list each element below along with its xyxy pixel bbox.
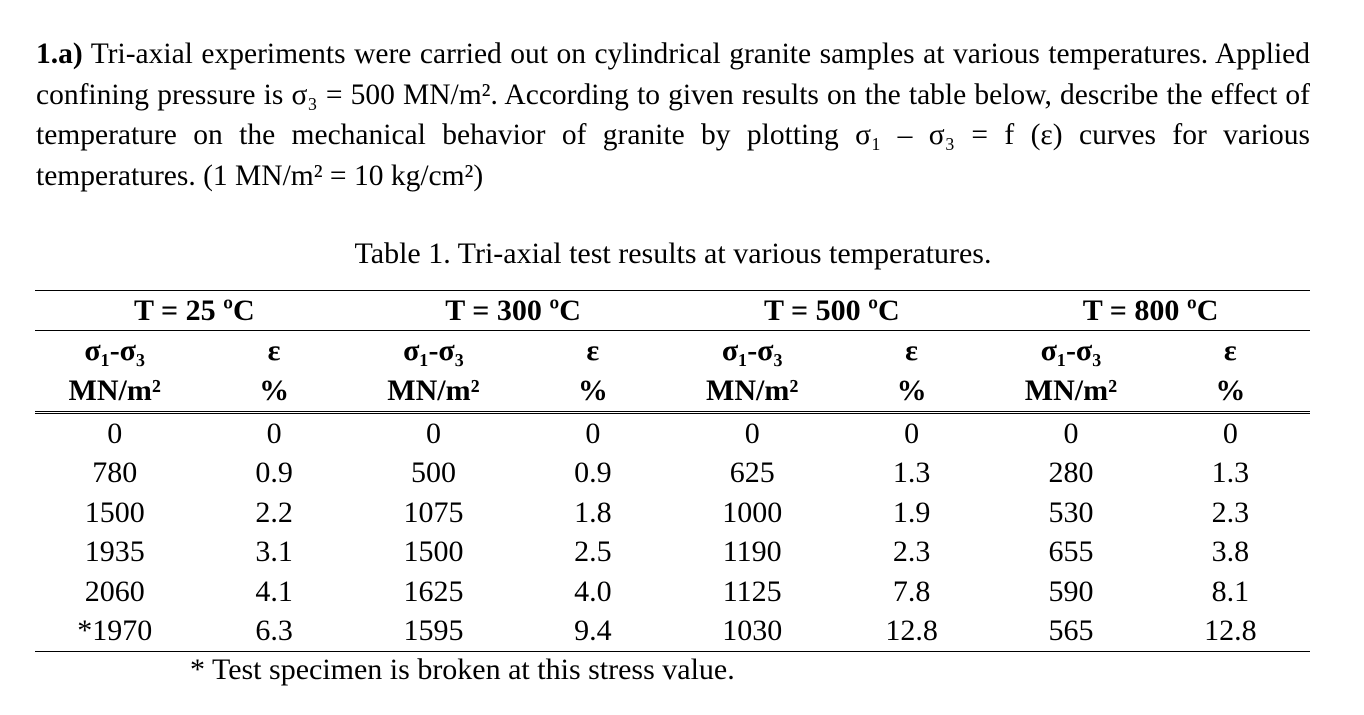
cell: 655 bbox=[1048, 535, 1094, 569]
cell: 590 bbox=[1048, 574, 1094, 608]
group-row: T = 25 ºC T = 300 ºC T = 500 ºC T = 800 ºC bbox=[35, 290, 1310, 331]
cell: 0 bbox=[1222, 416, 1238, 450]
question-label: 1.a) bbox=[36, 38, 83, 70]
cell: 0 bbox=[585, 416, 601, 450]
unit-row: MN/m²% MN/m²% MN/m²% MN/m²% bbox=[35, 371, 1310, 414]
cell: 3.8 bbox=[1211, 535, 1250, 569]
column-unit: % bbox=[1150, 371, 1310, 414]
cell: 0 bbox=[1063, 416, 1079, 450]
cell: 1.3 bbox=[892, 456, 931, 490]
column-symbol: ε bbox=[1223, 334, 1237, 367]
results-table: T = 25 ºC T = 300 ºC T = 500 ºC T = 800 ºC σ… bbox=[35, 290, 1310, 652]
column-unit: MN/m² bbox=[991, 371, 1151, 414]
cell: 4.1 bbox=[255, 574, 293, 608]
cell: 6.3 bbox=[194, 611, 354, 652]
data-row: 780 0.9 500 0.9 625 1.3 280 1.3 bbox=[35, 454, 1310, 494]
cell: 1935 bbox=[84, 535, 145, 569]
cell: 1500 bbox=[403, 535, 464, 569]
cell: 1000 bbox=[722, 495, 783, 529]
cell: 0 bbox=[266, 416, 282, 450]
question: 1.a) Tri-axial experiments were carried … bbox=[36, 34, 1310, 196]
group-header: T = 800 ºC bbox=[991, 290, 1310, 331]
data-row: 2060 4.1 1625 4.0 1125 7.8 590 8.1 bbox=[35, 572, 1310, 612]
column-unit: MN/m² bbox=[672, 371, 832, 414]
cell: 1190 bbox=[722, 535, 782, 569]
group-header: T = 300 ºC bbox=[353, 290, 673, 331]
symbol-row: σ₁-σ₃ ε σ₁-σ₃ ε σ₁-σ₃ ε σ₁-σ₃ ε bbox=[35, 331, 1310, 372]
cell: 1625 bbox=[403, 574, 464, 608]
cell: 1500 bbox=[84, 495, 145, 529]
data-row: 0 0 0 0 0 0 0 0 bbox=[35, 413, 1310, 454]
column-symbol: ε bbox=[586, 334, 600, 367]
question-text: Tri-axial experiments were carried out o… bbox=[36, 38, 1311, 192]
cell: 1030 bbox=[672, 611, 832, 652]
column-unit: % bbox=[513, 371, 673, 414]
cell: 280 bbox=[1048, 456, 1094, 490]
cell: 0 bbox=[107, 416, 123, 450]
cell: 12.8 bbox=[831, 611, 992, 652]
data-row: 1500 2.2 1075 1.8 1000 1.9 530 2.3 bbox=[35, 493, 1310, 533]
cell: 0 bbox=[425, 416, 441, 450]
cell: 4.0 bbox=[574, 574, 612, 608]
column-unit: % bbox=[831, 371, 992, 414]
cell: 1125 bbox=[722, 574, 782, 608]
column-symbol: σ₁-σ₃ bbox=[84, 334, 145, 367]
column-symbol: σ₁-σ₃ bbox=[1040, 334, 1102, 367]
cell: 1075 bbox=[403, 495, 464, 529]
cell: 0.9 bbox=[255, 456, 293, 490]
cell: 2060 bbox=[84, 574, 145, 608]
cell: 8.1 bbox=[1211, 574, 1250, 608]
cell: 500 bbox=[410, 456, 456, 490]
cell: 1.3 bbox=[1211, 456, 1250, 490]
group-header: T = 25 ºC bbox=[35, 290, 354, 331]
cell: 1.8 bbox=[574, 495, 612, 529]
data-row: *1970 6.3 1595 9.4 1030 12.8 565 12.8 bbox=[35, 611, 1310, 652]
cell: 1.9 bbox=[892, 495, 931, 529]
cell: 9.4 bbox=[513, 611, 673, 652]
cell: 0 bbox=[904, 416, 920, 450]
footnote: * Test specimen is broken at this stress… bbox=[190, 653, 735, 686]
cell: 530 bbox=[1048, 495, 1094, 529]
cell: 3.1 bbox=[255, 535, 293, 569]
cell: 780 bbox=[92, 456, 138, 490]
cell: 2.2 bbox=[255, 495, 293, 529]
cell: 565 bbox=[991, 611, 1151, 652]
cell: *1970 bbox=[35, 611, 195, 652]
column-symbol: ε bbox=[905, 334, 918, 367]
group-header: T = 500 ºC bbox=[672, 290, 992, 331]
cell: 1595 bbox=[353, 611, 514, 652]
cell: 625 bbox=[729, 456, 775, 490]
cell: 7.8 bbox=[892, 574, 931, 608]
cell: 0.9 bbox=[574, 456, 612, 490]
column-symbol: ε bbox=[267, 334, 281, 367]
column-symbol: σ₁-σ₃ bbox=[721, 334, 783, 367]
cell: 0 bbox=[744, 416, 760, 450]
column-symbol: σ₁-σ₃ bbox=[403, 334, 464, 367]
cell: 2.3 bbox=[892, 535, 931, 569]
cell: 2.3 bbox=[1211, 495, 1250, 529]
cell: 12.8 bbox=[1150, 611, 1310, 652]
column-unit: MN/m² bbox=[35, 371, 195, 414]
column-unit: % bbox=[194, 371, 354, 414]
data-row: 1935 3.1 1500 2.5 1190 2.3 655 3.8 bbox=[35, 533, 1310, 573]
column-unit: MN/m² bbox=[353, 371, 514, 414]
table-caption: Table 1. Tri-axial test results at vario… bbox=[354, 237, 992, 270]
cell: 2.5 bbox=[574, 535, 612, 569]
